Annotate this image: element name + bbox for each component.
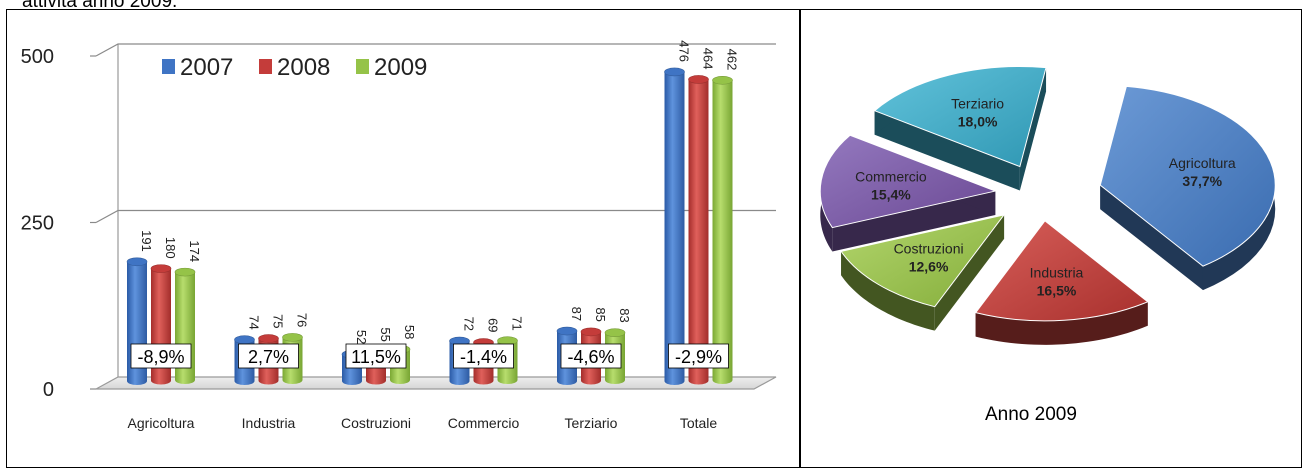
x-tick-label: Terziario <box>565 415 618 431</box>
legend-label: 2009 <box>374 54 427 81</box>
bar-value-label: 87 <box>569 307 584 321</box>
bar-top <box>712 76 733 85</box>
pie-slice-label: Terziario <box>951 96 1004 112</box>
pie-slice-terziario: Terziario 18,0% <box>873 66 1047 191</box>
bar-top <box>150 264 172 273</box>
bar-value-label: 180 <box>163 237 178 259</box>
x-tick-label: Agricoltura <box>128 415 195 431</box>
legend-label: 2008 <box>277 54 330 81</box>
pie-chart: Agricoltura 37,7% Industria 16,5% Costruzion… <box>819 66 1276 345</box>
pie-slice-costruzioni: Costruzioni 12,6% <box>840 214 1006 331</box>
bar-top <box>664 67 685 77</box>
pie-slice-label: Industria <box>1030 264 1084 280</box>
pie-slice-value: 18,0% <box>958 114 998 130</box>
pie-rim <box>841 251 935 331</box>
figure-frame <box>6 9 1302 468</box>
pct-change-box <box>560 343 622 369</box>
pie-top <box>819 134 997 229</box>
pie-side <box>874 110 1020 191</box>
pct-change-label: -2,9% <box>675 347 722 367</box>
pie-side <box>832 191 996 252</box>
bar-top <box>688 75 709 84</box>
bar-totale-2007 <box>664 67 685 385</box>
pie-slice-label: Agricoltura <box>1169 155 1236 171</box>
pct-change-box <box>130 343 192 369</box>
bar-value-label: 462 <box>725 49 740 71</box>
bar-top <box>258 334 279 343</box>
legend-label: 2007 <box>180 54 233 81</box>
y-tick-label: 0 <box>43 379 54 401</box>
bar-value-label: 476 <box>677 40 692 62</box>
bar-totale-2008 <box>688 75 709 385</box>
bar-top <box>604 328 626 338</box>
bar-totale-2009 <box>712 76 733 385</box>
bar-top <box>234 335 255 345</box>
bar-value-label: 464 <box>701 48 716 70</box>
pie-slice-value: 12,6% <box>909 259 949 275</box>
pie-slice-value: 15,4% <box>871 187 911 203</box>
gridline <box>95 209 776 224</box>
bar-value-label: 72 <box>462 317 477 331</box>
pct-change-label: 11,5% <box>351 347 401 367</box>
pie-top <box>974 220 1149 322</box>
pie-side <box>1100 185 1203 291</box>
bar-chart: 0 250 500 Agricoltura Industria Costruzioni Co… <box>21 40 777 431</box>
legend-swatch <box>356 59 369 74</box>
bar-value-label: 71 <box>510 316 525 330</box>
pie-slice-label: Commercio <box>855 169 927 185</box>
bar-top <box>556 326 578 336</box>
pie-chart-title: Anno 2009 <box>985 404 1077 425</box>
y-tick-label: 500 <box>21 46 54 68</box>
pie-slice-label: Costruzioni <box>894 241 964 257</box>
bar-value-label: 55 <box>378 327 393 341</box>
x-tick-label: Commercio <box>448 415 520 431</box>
pie-top <box>873 66 1047 168</box>
pct-change-label: -1,4% <box>460 347 507 367</box>
bar-top <box>497 336 518 346</box>
x-tick-label: Totale <box>680 415 718 431</box>
pct-change-label: -8,9% <box>137 347 184 367</box>
pct-change-label: 2,7% <box>248 347 289 367</box>
bar-value-label: 83 <box>617 308 632 322</box>
pie-slice-industria: Industria 16,5% <box>974 220 1149 345</box>
pie-top <box>1099 85 1276 267</box>
bar-value-label: 174 <box>187 240 202 262</box>
x-tick-label: Industria <box>242 415 296 431</box>
x-tick-label: Costruzioni <box>341 415 411 431</box>
pie-slice-commercio: Commercio 15,4% <box>819 134 997 252</box>
pie-side <box>1019 67 1047 191</box>
bar-value-label: 76 <box>295 313 310 327</box>
pct-change-box <box>345 343 407 369</box>
figure-divider <box>799 9 801 468</box>
pct-change-label: -4,6% <box>567 347 614 367</box>
bar-value-label: 52 <box>354 330 369 344</box>
pct-change-box <box>453 343 514 369</box>
bar-top <box>174 267 196 277</box>
pct-change-box <box>668 343 729 369</box>
bar-top <box>580 327 602 337</box>
bar-value-label: 191 <box>139 230 154 252</box>
pie-slice-value: 37,7% <box>1182 173 1222 189</box>
bar-value-label: 69 <box>486 318 501 332</box>
pie-rim <box>975 301 1148 345</box>
pie-side <box>934 214 1005 331</box>
legend-swatch <box>162 59 175 74</box>
bar-body <box>712 80 733 385</box>
bar-value-label: 74 <box>247 315 262 329</box>
pie-top <box>840 214 1006 308</box>
bar-value-label: 75 <box>271 314 286 328</box>
pie-slice-agricoltura: Agricoltura 37,7% <box>1099 85 1276 291</box>
gridline <box>95 43 776 57</box>
bar-top <box>126 257 148 267</box>
bar-body <box>664 71 685 385</box>
bar-value-label: 85 <box>593 307 608 321</box>
pie-slice-value: 16,5% <box>1037 282 1077 298</box>
pct-change-box <box>238 343 299 369</box>
bar-value-label: 58 <box>402 325 417 339</box>
y-tick-label: 250 <box>21 213 54 235</box>
legend-swatch <box>259 59 272 74</box>
bar-top <box>282 333 303 342</box>
bar-body <box>688 79 709 385</box>
